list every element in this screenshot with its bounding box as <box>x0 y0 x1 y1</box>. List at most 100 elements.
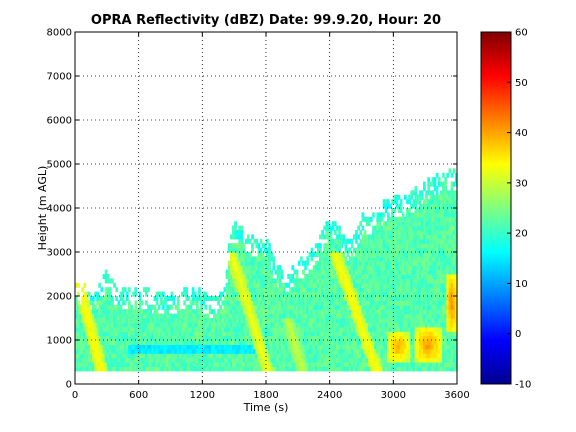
heatmap-cell <box>176 309 180 315</box>
heatmap-cell <box>429 282 433 288</box>
heatmap-cell <box>372 366 375 372</box>
heatmap-cell <box>429 300 433 306</box>
heatmap-cell <box>251 291 254 297</box>
heatmap-cell <box>378 322 382 328</box>
heatmap-cell <box>102 322 106 328</box>
heatmap-cell <box>329 344 333 350</box>
heatmap-cell <box>162 304 165 310</box>
heatmap-cell <box>382 199 386 205</box>
heatmap-cell <box>81 313 85 319</box>
heatmap-cell <box>297 331 301 337</box>
heatmap-cell <box>420 252 424 257</box>
heatmap-cell <box>166 348 169 354</box>
heatmap-cell <box>128 322 131 328</box>
heatmap-cell <box>359 322 363 328</box>
heatmap-cell <box>412 260 416 266</box>
heatmap-cell <box>427 269 431 275</box>
heatmap-cell <box>369 260 373 266</box>
heatmap-cell <box>234 230 237 235</box>
heatmap-cell <box>195 304 199 310</box>
heatmap-cell <box>452 225 456 231</box>
heatmap-cell <box>295 353 299 359</box>
heatmap-cell <box>125 318 129 323</box>
heatmap-cell <box>435 203 439 209</box>
heatmap-cell <box>333 278 337 284</box>
heatmap-cell <box>274 278 278 284</box>
heatmap-cell <box>246 282 250 288</box>
heatmap-cell <box>321 274 324 279</box>
heatmap-cell <box>403 256 407 262</box>
heatmap-cell <box>336 335 339 341</box>
heatmap-cell <box>340 243 343 249</box>
heatmap-cell <box>448 190 452 196</box>
heatmap-cell <box>310 318 314 323</box>
heatmap-cell <box>145 344 148 350</box>
heatmap-cell <box>249 313 252 319</box>
heatmap-cell <box>333 274 337 279</box>
heatmap-cell <box>401 353 405 359</box>
heatmap-cell <box>168 357 172 363</box>
heatmap-cell <box>147 313 150 319</box>
heatmap-cell <box>240 300 244 306</box>
heatmap-cell <box>83 366 87 372</box>
heatmap-cell <box>145 348 148 354</box>
heatmap-cell <box>420 348 424 354</box>
heatmap-cell <box>316 274 320 279</box>
heatmap-cell <box>293 313 297 319</box>
heatmap-cell <box>408 221 411 227</box>
heatmap-cell <box>365 318 369 323</box>
heatmap-cell <box>263 357 267 363</box>
heatmap-cell <box>293 348 297 354</box>
heatmap-cell <box>416 366 420 372</box>
heatmap-cell <box>128 318 131 323</box>
heatmap-cell <box>202 318 206 323</box>
heatmap-cell <box>130 348 133 354</box>
heatmap-cell <box>408 238 411 244</box>
heatmap-cell <box>191 287 195 293</box>
heatmap-cell <box>304 260 307 266</box>
heatmap-cell <box>342 282 346 288</box>
heatmap-cell <box>130 366 133 372</box>
heatmap-cell <box>174 326 178 332</box>
heatmap-cell <box>232 357 235 363</box>
heatmap-cell <box>350 362 354 367</box>
heatmap-cell <box>414 234 418 240</box>
heatmap-cell <box>276 269 280 275</box>
heatmap-cell <box>221 291 225 297</box>
heatmap-cell <box>155 326 159 332</box>
heatmap-cell <box>227 366 231 372</box>
heatmap-cell <box>134 309 138 315</box>
heatmap-cell <box>274 344 278 350</box>
heatmap-cell <box>98 335 102 341</box>
heatmap-cell <box>418 300 422 306</box>
heatmap-cell <box>374 318 377 323</box>
heatmap-cell <box>393 260 397 266</box>
heatmap-cell <box>361 287 365 293</box>
heatmap-cell <box>238 296 242 301</box>
heatmap-cell <box>291 313 295 319</box>
heatmap-cell <box>195 340 199 345</box>
heatmap-cell <box>229 252 233 257</box>
heatmap-cell <box>164 318 167 323</box>
heatmap-cell <box>176 353 180 359</box>
heatmap-cell <box>246 278 250 284</box>
heatmap-cell <box>153 357 157 363</box>
heatmap-cell <box>361 234 365 240</box>
heatmap-cell <box>397 256 401 262</box>
heatmap-cell <box>325 230 329 235</box>
heatmap-cell <box>363 309 367 315</box>
heatmap-cell <box>204 353 208 359</box>
heatmap-cell <box>433 309 437 315</box>
heatmap-cell <box>198 287 201 293</box>
heatmap-cell <box>344 340 348 345</box>
heatmap-cell <box>104 269 108 275</box>
heatmap-cell <box>446 309 450 315</box>
heatmap-cell <box>268 243 271 249</box>
heatmap-cell <box>266 353 269 359</box>
heatmap-cell <box>391 313 394 319</box>
heatmap-cell <box>448 274 452 279</box>
heatmap-cell <box>215 326 218 332</box>
heatmap-cell <box>236 282 240 288</box>
heatmap-cell <box>393 335 397 341</box>
heatmap-cell <box>204 304 208 310</box>
